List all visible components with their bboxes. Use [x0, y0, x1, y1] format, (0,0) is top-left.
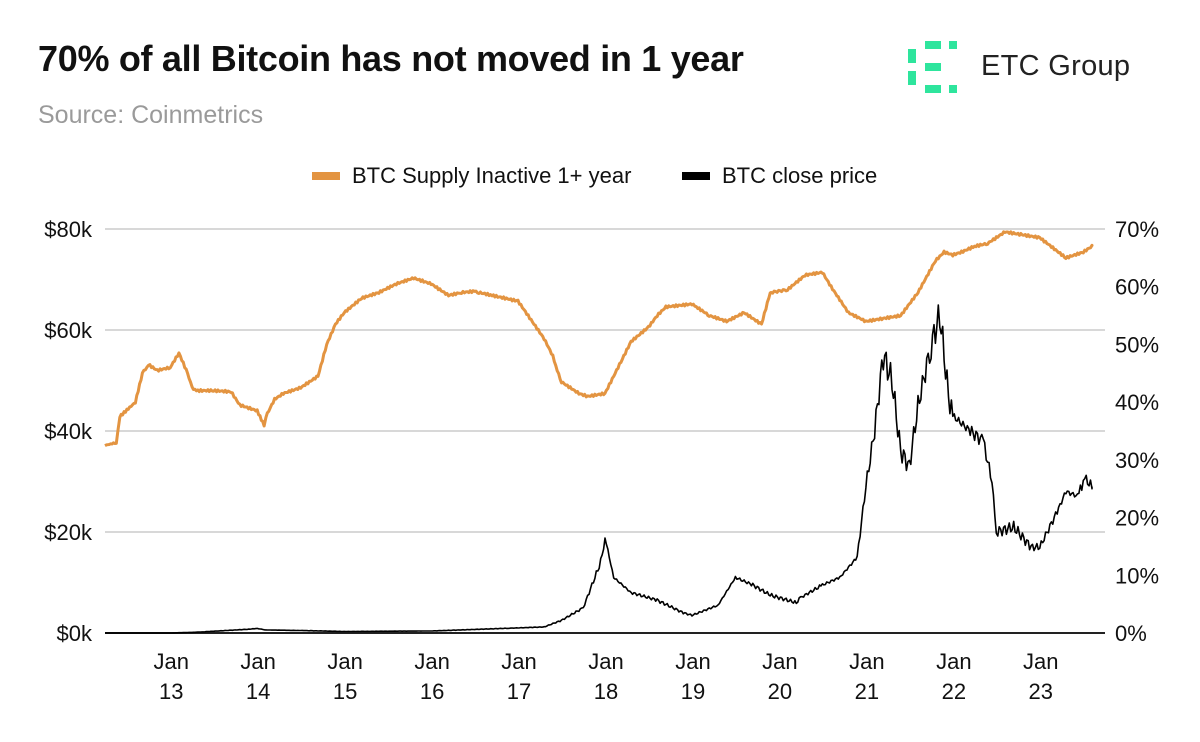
legend-label-supply: BTC Supply Inactive 1+ year	[352, 163, 631, 188]
y-right-tick-label: 10%	[1115, 563, 1159, 588]
x-tick-label-month: Jan	[501, 649, 536, 674]
y-left-tick-label: $80k	[44, 217, 93, 242]
y-right-tick-label: 30%	[1115, 448, 1159, 473]
y-axis-right: 0% 10% 20% 30% 40% 50% 60% 70%	[1115, 217, 1159, 646]
x-tick-label-month: Jan	[936, 649, 971, 674]
etc-group-logo: ETC Group	[905, 38, 1165, 96]
series-line-supply-inactive	[104, 230, 1094, 448]
x-tick-label-month: Jan	[153, 649, 188, 674]
x-tick-label-year: 20	[768, 679, 792, 704]
series-lines	[104, 230, 1094, 634]
x-tick-label-year: 21	[855, 679, 879, 704]
x-tick-label-month: Jan	[762, 649, 797, 674]
etc-group-logo-mark	[908, 41, 957, 93]
chart-title: 70% of all Bitcoin has not moved in 1 ye…	[38, 38, 744, 79]
x-tick-label-month: Jan	[240, 649, 275, 674]
x-tick-label-year: 19	[681, 679, 705, 704]
y-right-tick-label: 20%	[1115, 506, 1159, 531]
x-tick-label-year: 16	[420, 679, 444, 704]
x-tick-label-year: 18	[594, 679, 618, 704]
y-right-tick-label: 70%	[1115, 217, 1159, 242]
x-tick-label-month: Jan	[1023, 649, 1058, 674]
x-axis: Jan 13 Jan 14 Jan 15 Jan 16 Jan 17 Jan 18 Jan 19 Jan 20…	[153, 649, 1058, 704]
legend-swatch-supply	[312, 172, 340, 180]
y-left-tick-label: $0k	[57, 621, 93, 646]
chart-source: Source: Coinmetrics	[38, 101, 264, 129]
legend-swatch-price	[682, 172, 710, 180]
x-tick-label-year: 17	[507, 679, 531, 704]
x-tick-label-year: 15	[333, 679, 357, 704]
legend-label-price: BTC close price	[722, 163, 877, 188]
y-axis-left: $0k $20k $40k $60k $80k	[44, 217, 93, 646]
x-tick-label-month: Jan	[675, 649, 710, 674]
series-line-btc-price	[105, 304, 1093, 634]
y-left-tick-label: $40k	[44, 419, 93, 444]
y-left-tick-label: $20k	[44, 520, 93, 545]
x-tick-label-month: Jan	[849, 649, 884, 674]
gridlines	[105, 228, 1105, 634]
y-right-tick-label: 60%	[1115, 275, 1159, 300]
y-right-tick-label: 40%	[1115, 390, 1159, 415]
x-tick-label-month: Jan	[414, 649, 449, 674]
y-right-tick-label: 50%	[1115, 332, 1159, 357]
x-tick-label-month: Jan	[588, 649, 623, 674]
x-tick-label-month: Jan	[327, 649, 362, 674]
logo-text: ETC Group	[981, 50, 1131, 82]
x-tick-label-year: 23	[1029, 679, 1053, 704]
legend: BTC Supply Inactive 1+ year BTC close pri…	[312, 163, 877, 188]
x-tick-label-year: 22	[942, 679, 966, 704]
x-tick-label-year: 13	[159, 679, 183, 704]
y-right-tick-label: 0%	[1115, 621, 1147, 646]
x-tick-label-year: 14	[246, 679, 270, 704]
y-left-tick-label: $60k	[44, 318, 93, 343]
